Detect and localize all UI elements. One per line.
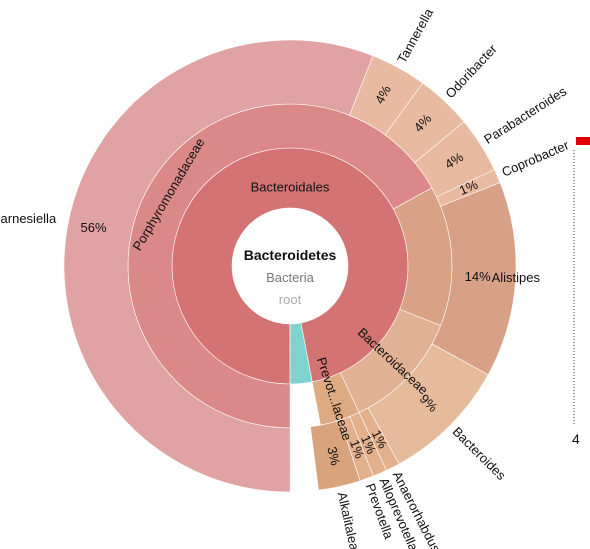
name-bacteroides: Bacteroides	[450, 424, 510, 483]
segment-alkalitalea-genus[interactable]	[310, 419, 361, 491]
segment-alkalitalea[interactable]	[289, 322, 313, 385]
name-coprobacter: Coprobacter	[499, 137, 571, 179]
segments-layer	[63, 39, 517, 493]
legend-value: 4	[572, 431, 580, 447]
name-tannerella: Tannerella	[394, 5, 436, 65]
center-disc	[235, 211, 345, 321]
pct-alkalitalea-genus: 3%	[324, 445, 343, 467]
center-root[interactable]: root	[279, 292, 302, 307]
pct-barnesiella: 56%	[80, 220, 106, 235]
pct-alistipes: 14%	[465, 269, 491, 284]
segment-barnesiella[interactable]	[63, 39, 374, 493]
pct-prevotella: 1%	[347, 438, 368, 461]
name-alistipes: Alistipes	[492, 270, 541, 285]
name-odoribacter: Odoribacter	[442, 41, 500, 101]
name-bacteroidales: Bacteroidales	[251, 179, 330, 194]
name-barnesiella: Barnesiella	[0, 211, 57, 226]
name-alkalitalea-genus: Alkalitalea	[335, 490, 363, 549]
center-title: Bacteroidetes	[244, 247, 337, 263]
pct-coprobacter: 1%	[457, 177, 481, 198]
center-subtitle: Bacteria	[266, 270, 314, 285]
pct-alloprevotella: 1%	[358, 433, 379, 457]
legend-marker	[576, 137, 590, 145]
name-parabacteroides: Parabacteroides	[481, 83, 569, 147]
